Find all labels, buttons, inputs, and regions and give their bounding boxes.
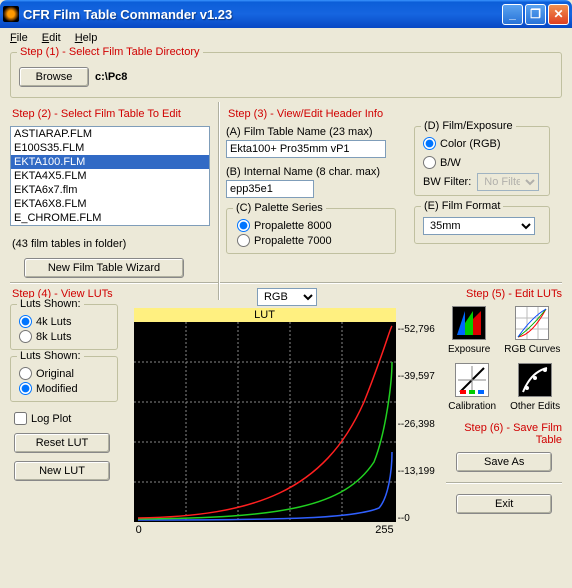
reset-lut-button[interactable]: Reset LUT bbox=[14, 433, 110, 453]
other-edits-button[interactable] bbox=[518, 363, 552, 397]
internal-name-input[interactable] bbox=[226, 180, 314, 198]
label-c: (C) Palette Series bbox=[233, 202, 326, 214]
y-axis-labels: --52,796--39,597--26,398--13,199--0 bbox=[396, 324, 435, 524]
film-exposure-group: (D) Film/Exposure Color (RGB) B/W BW Fil… bbox=[414, 126, 550, 196]
step5-title: Step (5) - Edit LUTs bbox=[446, 288, 562, 300]
count-label: (43 film tables in folder) bbox=[12, 238, 210, 250]
maximize-button[interactable]: ❐ bbox=[525, 4, 546, 25]
x-max: 255 bbox=[375, 524, 393, 536]
log-plot-checkbox[interactable]: Log Plot bbox=[14, 412, 128, 425]
wizard-button[interactable]: New Film Table Wizard bbox=[24, 258, 184, 278]
x-min: 0 bbox=[136, 524, 142, 536]
browse-button[interactable]: Browse bbox=[19, 67, 89, 87]
exit-button[interactable]: Exit bbox=[456, 494, 552, 514]
radio-modified[interactable]: Modified bbox=[19, 382, 109, 395]
radio-original[interactable]: Original bbox=[19, 367, 109, 380]
label-d: (D) Film/Exposure bbox=[421, 120, 516, 132]
radio-4k[interactable]: 4k Luts bbox=[19, 315, 109, 328]
radio-color[interactable]: Color (RGB) bbox=[423, 137, 541, 150]
step1-title: Step (1) - Select Film Table Directory bbox=[17, 46, 203, 58]
step2-title: Step (2) - Select Film Table To Edit bbox=[12, 108, 210, 120]
radio-p8000[interactable]: Propalette 8000 bbox=[237, 219, 385, 232]
film-table-list[interactable]: ASTIARAP.FLME100S35.FLMEKTA100.FLMEKTA4X… bbox=[10, 126, 210, 226]
step2-panel: Step (2) - Select Film Table To Edit AST… bbox=[10, 104, 210, 278]
luts-shown-group-1: Luts Shown: 4k Luts 8k Luts bbox=[10, 304, 118, 350]
radio-p7000[interactable]: Propalette 7000 bbox=[237, 234, 385, 247]
luts-shown-group-2: Luts Shown: Original Modified bbox=[10, 356, 118, 402]
path-label: c:\Pc8 bbox=[95, 71, 127, 83]
rgb-curves-button[interactable] bbox=[515, 306, 549, 340]
step3-title: Step (3) - View/Edit Header Info bbox=[228, 108, 562, 120]
film-table-name-input[interactable] bbox=[226, 140, 386, 158]
label-a: (A) Film Table Name (23 max) bbox=[226, 126, 406, 138]
step5-6-panel: Step (5) - Edit LUTs Exposure RGB Curves… bbox=[446, 288, 562, 536]
radio-bw[interactable]: B/W bbox=[423, 156, 541, 169]
chart-panel: RGB LUT bbox=[134, 288, 441, 536]
step1-group: Step (1) - Select Film Table Directory B… bbox=[10, 52, 562, 98]
bw-filter-dropdown: No Filter bbox=[477, 173, 539, 191]
list-item[interactable]: EKTA4X5.FLM bbox=[11, 169, 209, 183]
chart-title: LUT bbox=[134, 308, 396, 322]
film-format-group: (E) Film Format 35mm bbox=[414, 206, 550, 244]
close-button[interactable]: ✕ bbox=[548, 4, 569, 25]
film-format-dropdown[interactable]: 35mm bbox=[423, 217, 535, 235]
calibration-button[interactable] bbox=[455, 363, 489, 397]
step4-panel: Step (4) - View LUTs Luts Shown: 4k Luts… bbox=[10, 288, 128, 536]
lut-chart bbox=[134, 322, 396, 522]
list-item[interactable]: E_CHROME.FLM bbox=[11, 211, 209, 225]
bw-filter-label: BW Filter: bbox=[423, 176, 471, 188]
save-as-button[interactable]: Save As bbox=[456, 452, 552, 472]
chart-dropdown[interactable]: RGB bbox=[257, 288, 317, 306]
list-item[interactable]: ASTIARAP.FLM bbox=[11, 127, 209, 141]
list-item[interactable]: EKTA6x7.flm bbox=[11, 183, 209, 197]
palette-group: (C) Palette Series Propalette 8000 Propa… bbox=[226, 208, 396, 254]
radio-8k[interactable]: 8k Luts bbox=[19, 330, 109, 343]
menubar: File Edit Help bbox=[0, 28, 572, 48]
minimize-button[interactable]: _ bbox=[502, 4, 523, 25]
list-item[interactable]: EKTA100.FLM bbox=[11, 155, 209, 169]
label-b: (B) Internal Name (8 char. max) bbox=[226, 166, 406, 178]
list-item[interactable]: E100S35.FLM bbox=[11, 141, 209, 155]
step6-title: Step (6) - Save Film Table bbox=[446, 422, 562, 446]
new-lut-button[interactable]: New LUT bbox=[14, 461, 110, 481]
menu-help[interactable]: Help bbox=[69, 30, 104, 46]
menu-edit[interactable]: Edit bbox=[36, 30, 67, 46]
titlebar: CFR Film Table Commander v1.23 _ ❐ ✕ bbox=[0, 0, 572, 28]
app-icon bbox=[3, 6, 19, 22]
menu-file[interactable]: File bbox=[4, 30, 34, 46]
exposure-button[interactable] bbox=[452, 306, 486, 340]
label-e: (E) Film Format bbox=[421, 200, 503, 212]
list-item[interactable]: EKTA6X8.FLM bbox=[11, 197, 209, 211]
step3-panel: Step (3) - View/Edit Header Info (A) Fil… bbox=[226, 104, 562, 278]
window-title: CFR Film Table Commander v1.23 bbox=[23, 7, 502, 22]
